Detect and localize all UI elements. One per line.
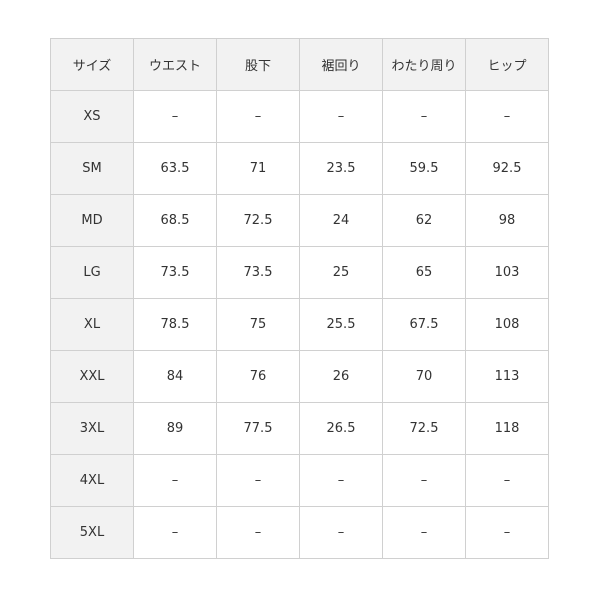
- value-cell: –: [465, 454, 549, 507]
- size-cell: 3XL: [50, 402, 134, 455]
- header-cell: 股下: [216, 38, 300, 91]
- table-row: XS – – – – –: [50, 90, 549, 143]
- value-cell: 108: [465, 298, 549, 351]
- size-cell: MD: [50, 194, 134, 247]
- table-row: MD 68.5 72.5 24 62 98: [50, 194, 549, 247]
- value-cell: 103: [465, 246, 549, 299]
- table-row: 3XL 89 77.5 26.5 72.5 118: [50, 402, 549, 455]
- size-table: サイズ ウエスト 股下 裾回り わたり周り ヒップ XS – – – – – SM 63.5 71 23.5…: [50, 38, 549, 559]
- value-cell: 68.5: [133, 194, 217, 247]
- value-cell: 25: [299, 246, 383, 299]
- value-cell: –: [133, 90, 217, 143]
- value-cell: 70: [382, 350, 466, 403]
- size-cell: XXL: [50, 350, 134, 403]
- value-cell: –: [299, 506, 383, 559]
- value-cell: 72.5: [382, 402, 466, 455]
- table-row: SM 63.5 71 23.5 59.5 92.5: [50, 142, 549, 195]
- table-row: 4XL – – – – –: [50, 454, 549, 507]
- value-cell: –: [133, 506, 217, 559]
- value-cell: 26.5: [299, 402, 383, 455]
- header-cell: わたり周り: [382, 38, 466, 91]
- value-cell: 25.5: [299, 298, 383, 351]
- table-row: LG 73.5 73.5 25 65 103: [50, 246, 549, 299]
- value-cell: 98: [465, 194, 549, 247]
- value-cell: –: [299, 90, 383, 143]
- value-cell: –: [382, 506, 466, 559]
- value-cell: 77.5: [216, 402, 300, 455]
- table-row: 5XL – – – – –: [50, 506, 549, 559]
- header-cell: 裾回り: [299, 38, 383, 91]
- value-cell: –: [382, 90, 466, 143]
- value-cell: 113: [465, 350, 549, 403]
- value-cell: 62: [382, 194, 466, 247]
- value-cell: –: [299, 454, 383, 507]
- size-cell: XS: [50, 90, 134, 143]
- size-cell: LG: [50, 246, 134, 299]
- size-cell: XL: [50, 298, 134, 351]
- value-cell: 118: [465, 402, 549, 455]
- value-cell: 71: [216, 142, 300, 195]
- value-cell: 76: [216, 350, 300, 403]
- size-cell: 4XL: [50, 454, 134, 507]
- value-cell: 26: [299, 350, 383, 403]
- value-cell: 73.5: [216, 246, 300, 299]
- value-cell: 89: [133, 402, 217, 455]
- value-cell: –: [216, 454, 300, 507]
- header-cell: サイズ: [50, 38, 134, 91]
- header-cell: ヒップ: [465, 38, 549, 91]
- value-cell: –: [465, 90, 549, 143]
- size-cell: 5XL: [50, 506, 134, 559]
- value-cell: –: [465, 506, 549, 559]
- header-row: サイズ ウエスト 股下 裾回り わたり周り ヒップ: [50, 38, 549, 91]
- value-cell: –: [216, 90, 300, 143]
- value-cell: –: [133, 454, 217, 507]
- value-cell: 92.5: [465, 142, 549, 195]
- value-cell: 72.5: [216, 194, 300, 247]
- value-cell: 65: [382, 246, 466, 299]
- value-cell: –: [216, 506, 300, 559]
- value-cell: 73.5: [133, 246, 217, 299]
- value-cell: 24: [299, 194, 383, 247]
- value-cell: 23.5: [299, 142, 383, 195]
- size-cell: SM: [50, 142, 134, 195]
- value-cell: 63.5: [133, 142, 217, 195]
- table-row: XL 78.5 75 25.5 67.5 108: [50, 298, 549, 351]
- value-cell: 75: [216, 298, 300, 351]
- value-cell: 84: [133, 350, 217, 403]
- table-row: XXL 84 76 26 70 113: [50, 350, 549, 403]
- value-cell: 78.5: [133, 298, 217, 351]
- value-cell: 59.5: [382, 142, 466, 195]
- header-cell: ウエスト: [133, 38, 217, 91]
- value-cell: 67.5: [382, 298, 466, 351]
- value-cell: –: [382, 454, 466, 507]
